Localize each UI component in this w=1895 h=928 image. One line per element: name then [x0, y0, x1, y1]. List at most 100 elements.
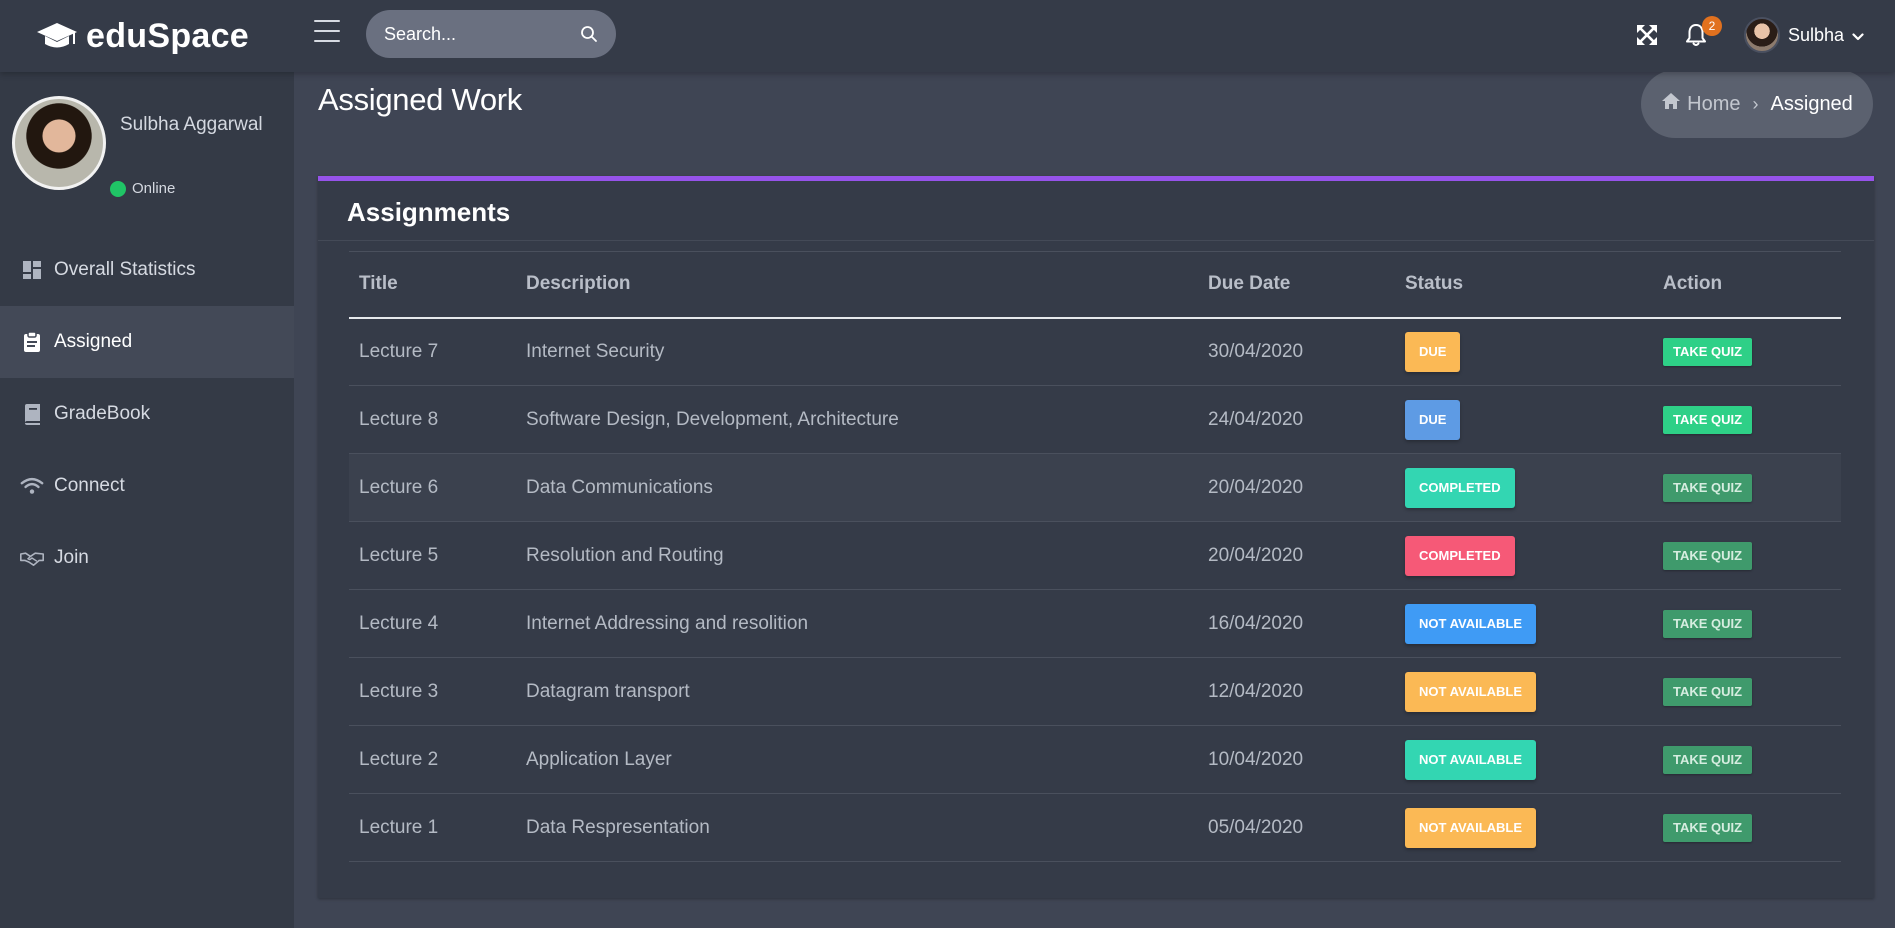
take-quiz-button[interactable]: TAKE QUIZ — [1663, 473, 1753, 502]
cell-title: Lecture 4 — [359, 612, 439, 634]
breadcrumb-home-link[interactable]: Home — [1661, 92, 1741, 116]
dashboard-icon — [20, 260, 44, 280]
brand-name: eduSpace — [86, 16, 250, 55]
take-quiz-button[interactable]: TAKE QUIZ — [1663, 813, 1753, 842]
table-row: Lecture 5 Resolution and Routing 20/04/202… — [349, 522, 1841, 590]
hamburger-menu-icon[interactable] — [314, 20, 340, 42]
cell-title: Lecture 6 — [359, 476, 439, 498]
cell-action: TAKE QUIZ — [1653, 386, 1841, 454]
fullscreen-expand-icon[interactable] — [1636, 24, 1658, 46]
assignments-table: Title Description Due Date Status Action… — [349, 251, 1841, 862]
notification-count-badge: 2 — [1702, 16, 1722, 36]
sidebar-item-gradebook[interactable]: GradeBook — [0, 378, 294, 450]
user-menu-dropdown[interactable]: Sulbha — [1744, 16, 1864, 54]
cell-status: NOT AVAILABLE — [1395, 658, 1653, 726]
card-title: Assignments — [347, 197, 511, 227]
cell-status: NOT AVAILABLE — [1395, 726, 1653, 794]
search-input[interactable] — [384, 23, 574, 45]
cell-due-date: 30/04/2020 — [1208, 340, 1304, 362]
graduation-cap-icon — [36, 21, 78, 51]
online-status: Online — [110, 180, 175, 197]
sidebar-item-assigned[interactable]: Assigned — [0, 306, 294, 378]
status-badge: NOT AVAILABLE — [1405, 807, 1537, 848]
status-badge: NOT AVAILABLE — [1405, 739, 1537, 780]
top-navbar: eduSpace — [0, 0, 1895, 72]
sidebar-item-join[interactable]: Join — [0, 522, 294, 594]
column-header-description: Description — [526, 273, 631, 295]
cell-action: TAKE QUIZ — [1653, 590, 1841, 658]
status-badge: COMPLETED — [1405, 467, 1515, 508]
cell-description: Internet Addressing and resolition — [526, 612, 809, 634]
online-dot-icon — [110, 180, 126, 197]
cell-status: NOT AVAILABLE — [1395, 794, 1653, 862]
sidebar-item-label: Assigned — [54, 331, 133, 352]
cell-due-date: 10/04/2020 — [1208, 748, 1304, 770]
profile-avatar — [12, 96, 106, 190]
wifi-icon — [20, 476, 44, 496]
cell-action: TAKE QUIZ — [1653, 726, 1841, 794]
column-header-status: Status — [1405, 273, 1464, 295]
sidebar-item-connect[interactable]: Connect — [0, 450, 294, 522]
status-badge: DUE — [1405, 399, 1461, 440]
take-quiz-button[interactable]: TAKE QUIZ — [1663, 337, 1753, 366]
cell-status: DUE — [1395, 318, 1653, 386]
cell-description: Internet Security — [526, 340, 665, 362]
cell-title: Lecture 1 — [359, 816, 439, 838]
cell-action: TAKE QUIZ — [1653, 454, 1841, 522]
book-icon — [20, 403, 44, 425]
search-icon[interactable] — [580, 25, 598, 43]
cell-action: TAKE QUIZ — [1653, 658, 1841, 726]
table-header-row: Title Description Due Date Status Action — [349, 251, 1841, 318]
sidebar-item-label: Connect — [54, 475, 125, 496]
brand-logo[interactable]: eduSpace — [36, 16, 249, 56]
take-quiz-button[interactable]: TAKE QUIZ — [1663, 677, 1753, 706]
cell-description: Software Design, Development, Architectu… — [526, 408, 899, 430]
table-row: Lecture 4 Internet Addressing and resolit… — [349, 590, 1841, 658]
cell-title: Lecture 3 — [359, 680, 439, 702]
cell-status: NOT AVAILABLE — [1395, 590, 1653, 658]
cell-description: Datagram transport — [526, 680, 690, 702]
home-icon — [1661, 92, 1681, 116]
status-label: Online — [132, 180, 176, 197]
cell-action: TAKE QUIZ — [1653, 794, 1841, 862]
sidebar-profile: Sulbha Aggarwal — [12, 96, 292, 196]
table-row: Lecture 2 Application Layer 10/04/2020 NOT … — [349, 726, 1841, 794]
status-badge: DUE — [1405, 331, 1461, 372]
divider — [318, 240, 1874, 241]
search-bar — [366, 10, 616, 58]
table-row: Lecture 7 Internet Security 30/04/2020 DUE T… — [349, 318, 1841, 386]
take-quiz-button[interactable]: TAKE QUIZ — [1663, 405, 1753, 434]
table-row: Lecture 6 Data Communications 20/04/2020 CO… — [349, 453, 1841, 522]
cell-due-date: 24/04/2020 — [1208, 408, 1304, 430]
take-quiz-button[interactable]: TAKE QUIZ — [1663, 541, 1753, 570]
sidebar-item-label: GradeBook — [54, 403, 151, 424]
user-name: Sulbha — [1788, 24, 1845, 45]
cell-status: COMPLETED — [1395, 454, 1653, 522]
cell-description: Data Communications — [526, 476, 713, 498]
assignments-card: Assignments Title Description Due Date S… — [318, 176, 1874, 898]
cell-action: TAKE QUIZ — [1653, 522, 1841, 590]
breadcrumb-current: Assigned — [1770, 92, 1853, 115]
chevron-down-icon — [1852, 25, 1864, 46]
handshake-icon — [20, 548, 44, 568]
chevron-right-icon: › — [1752, 93, 1759, 114]
sidebar-item-label: Join — [54, 547, 89, 568]
take-quiz-button[interactable]: TAKE QUIZ — [1663, 609, 1753, 638]
sidebar-item-overall-statistics[interactable]: Overall Statistics — [0, 234, 294, 306]
take-quiz-button[interactable]: TAKE QUIZ — [1663, 745, 1753, 774]
cell-title: Lecture 2 — [359, 748, 439, 770]
notifications-button[interactable]: 2 — [1684, 16, 1722, 53]
table-row: Lecture 1 Data Respresentation 05/04/2020 N… — [349, 794, 1841, 862]
sidebar: Sulbha Aggarwal Online Overall Statistic… — [0, 72, 294, 928]
column-header-title: Title — [359, 273, 398, 295]
cell-action: TAKE QUIZ — [1653, 318, 1841, 386]
cell-title: Lecture 7 — [359, 340, 439, 362]
breadcrumb: Home › Assigned — [1641, 70, 1873, 138]
cell-title: Lecture 5 — [359, 544, 439, 566]
cell-due-date: 20/04/2020 — [1208, 476, 1304, 498]
cell-due-date: 16/04/2020 — [1208, 612, 1304, 634]
cell-due-date: 20/04/2020 — [1208, 544, 1304, 566]
cell-due-date: 05/04/2020 — [1208, 816, 1304, 838]
status-badge: COMPLETED — [1405, 535, 1515, 576]
cell-title: Lecture 8 — [359, 408, 439, 430]
